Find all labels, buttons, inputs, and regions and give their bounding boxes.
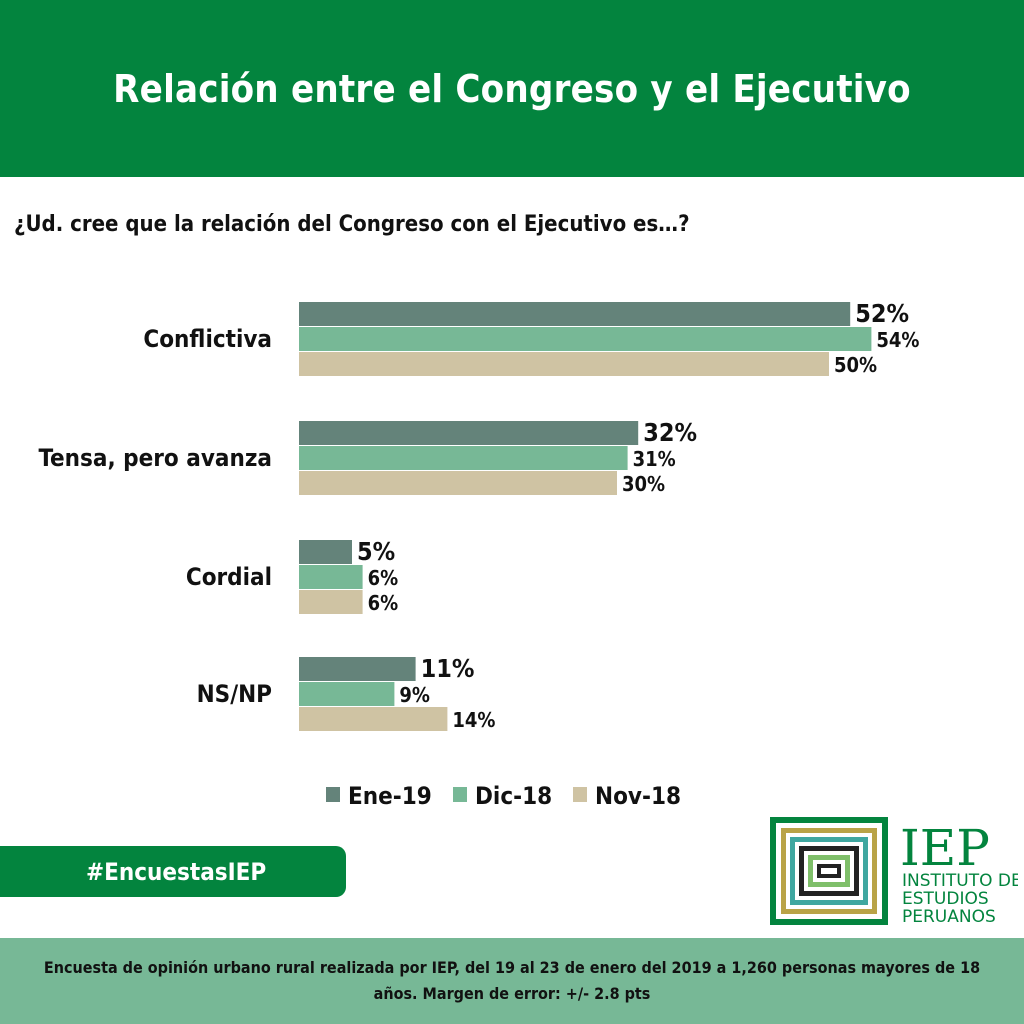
bar: [299, 565, 363, 589]
data-label: 52%: [855, 299, 909, 328]
category-label: NS/NP: [197, 680, 272, 708]
data-label: 6%: [368, 591, 399, 615]
iep-logo-emblem-icon: [770, 817, 888, 925]
logo-acronym: IEP: [900, 819, 990, 877]
bar: [299, 352, 829, 376]
bar: [299, 327, 872, 351]
category-label: Conflictiva: [143, 325, 272, 353]
data-label: 11%: [421, 654, 475, 683]
bar: [299, 471, 617, 495]
category-label: Tensa, pero avanza: [38, 444, 272, 472]
data-label: 31%: [633, 447, 676, 471]
logo-line-1: INSTITUTO DE: [902, 871, 1018, 891]
logo-line-3: PERUANOS: [902, 907, 996, 927]
data-label: 50%: [834, 353, 877, 377]
bar: [299, 540, 352, 564]
legend-swatch: [326, 787, 340, 802]
legend-swatch: [573, 787, 587, 802]
logo-line-2: ESTUDIOS: [902, 889, 989, 909]
page-title: Relación entre el Congreso y el Ejecutiv…: [113, 66, 911, 111]
data-label: 14%: [452, 708, 495, 732]
bar: [299, 446, 628, 470]
data-label: 9%: [399, 683, 430, 707]
bar: [299, 707, 448, 731]
bar: [299, 421, 639, 445]
survey-methodology-note: Encuesta de opinión urbano rural realiza…: [43, 958, 981, 1003]
iep-logo: IEP INSTITUTO DE ESTUDIOS PERUANOS: [770, 817, 1018, 927]
header-banner: Relación entre el Congreso y el Ejecutiv…: [0, 0, 1024, 177]
legend-label: Ene-19: [348, 782, 432, 810]
data-label: 5%: [357, 537, 395, 566]
hashtag-banner: #EncuestasIEP: [0, 846, 346, 897]
data-label: 30%: [622, 472, 665, 496]
survey-question: ¿Ud. cree que la relación del Congreso c…: [14, 212, 690, 237]
data-label: 54%: [876, 328, 919, 352]
bar: [299, 590, 363, 614]
legend-label: Nov-18: [595, 782, 681, 810]
bar-chart: Conflictiva 52%54%50% Tensa, pero avanza 32…: [38, 299, 919, 810]
hashtag-text: #EncuestasIEP: [86, 857, 267, 886]
legend-label: Dic-18: [475, 782, 552, 810]
bar: [299, 657, 416, 681]
footer-banner: Encuesta de opinión urbano rural realiza…: [0, 938, 1024, 1024]
bar: [299, 302, 851, 326]
legend-swatch: [453, 787, 467, 802]
bar: [299, 682, 395, 706]
category-label: Cordial: [186, 563, 272, 591]
data-label: 32%: [643, 418, 697, 447]
data-label: 6%: [368, 566, 399, 590]
